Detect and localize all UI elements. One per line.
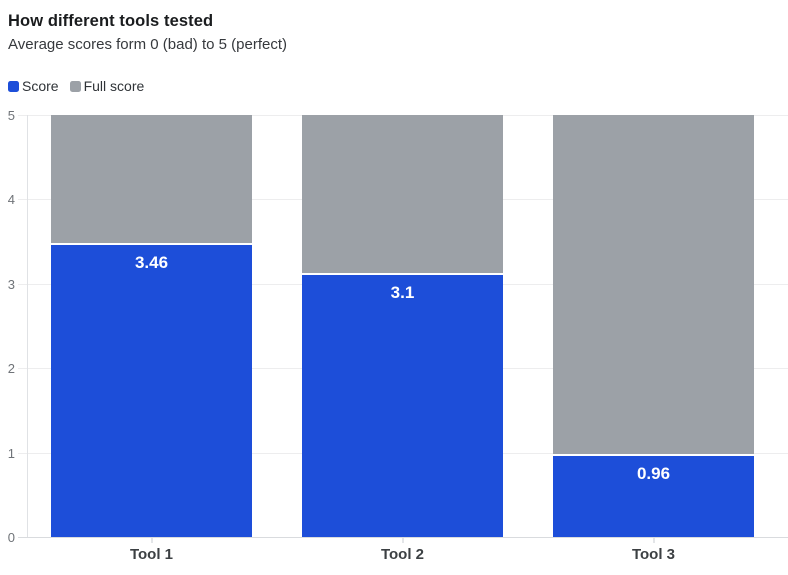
bar-score-segment-tool-1 [51, 245, 252, 537]
x-axis-label-tool-3: Tool 3 [631, 546, 676, 563]
y-axis-line [27, 115, 28, 537]
legend-item-score: Score [8, 78, 59, 94]
y-axis-label-1: 1 [7, 446, 15, 461]
x-axis-tick-tool-1 [150, 538, 153, 543]
x-axis-tick-tool-3 [652, 538, 655, 543]
y-axis-label-2: 2 [7, 361, 15, 376]
x-axis-baseline [18, 537, 788, 538]
bar-score-segment-tool-3 [553, 456, 754, 537]
bar-score-segment-tool-2 [302, 275, 503, 537]
bar-full-segment-tool-3 [553, 115, 754, 454]
chart-subtitle: Average scores form 0 (bad) to 5 (perfec… [8, 36, 288, 53]
legend-label: Full score [83, 78, 145, 94]
legend-swatch-full-score [69, 80, 81, 92]
y-axis-label-5: 5 [7, 108, 15, 123]
legend-item-full-score: Full score [69, 78, 145, 94]
y-axis-label-4: 4 [7, 192, 15, 207]
legend-label: Score [22, 78, 59, 94]
legend: Score Full score [8, 78, 144, 94]
y-axis-label-3: 3 [7, 277, 15, 292]
bar-value-label-tool-1: 3.46 [134, 253, 169, 272]
y-axis-label-0: 0 [7, 530, 15, 545]
bar-full-segment-tool-1 [51, 115, 252, 243]
bar-full-segment-tool-2 [302, 115, 503, 273]
bar-value-label-tool-3: 0.96 [636, 464, 671, 483]
chart-title: How different tools tested [8, 12, 214, 30]
x-axis-tick-tool-2 [401, 538, 404, 543]
x-axis-label-tool-2: Tool 2 [380, 546, 425, 563]
bar-value-label-tool-2: 3.1 [390, 283, 415, 302]
x-axis-label-tool-1: Tool 1 [129, 546, 174, 563]
legend-swatch-score [8, 80, 19, 92]
